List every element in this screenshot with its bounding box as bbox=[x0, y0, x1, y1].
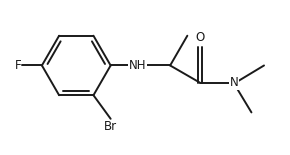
Text: N: N bbox=[230, 76, 239, 89]
Text: F: F bbox=[15, 59, 21, 72]
Text: O: O bbox=[195, 31, 204, 44]
Text: Br: Br bbox=[104, 120, 117, 133]
Text: NH: NH bbox=[129, 59, 146, 72]
